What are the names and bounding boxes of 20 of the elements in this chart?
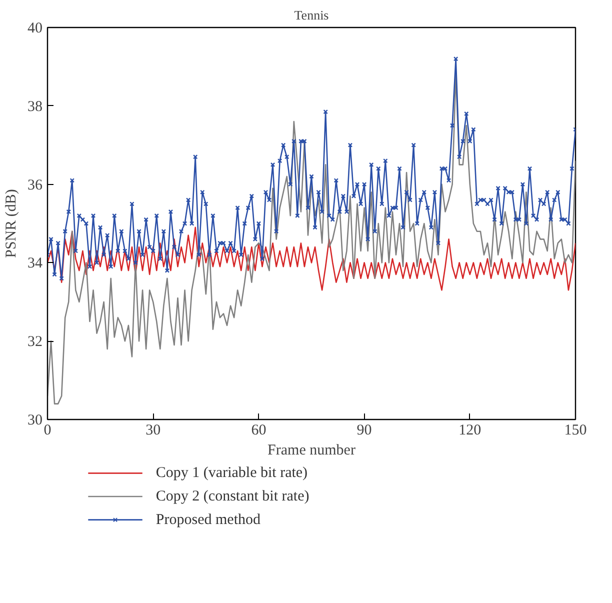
y-tick-label: 40 <box>28 20 42 36</box>
y-tick-label: 38 <box>28 98 42 115</box>
x-tick-label: 90 <box>356 422 372 438</box>
y-tick-label: 34 <box>28 256 43 272</box>
chart-title: Tennis <box>294 8 329 22</box>
y-tick-label: 32 <box>28 334 42 350</box>
x-tick-label: 150 <box>564 422 587 438</box>
x-tick-label: 60 <box>251 422 266 438</box>
y-tick-label: 30 <box>28 412 42 428</box>
x-tick-label: 120 <box>458 422 482 438</box>
legend-label: Copy 1 (variable bit rate) <box>156 465 308 482</box>
legend-label: Copy 2 (constant bit rate) <box>156 488 310 504</box>
x-axis-title: Frame number <box>268 442 356 458</box>
x-tick-label: 0 <box>44 422 52 438</box>
x-tick-label: 30 <box>146 422 161 438</box>
y-tick-label: 36 <box>28 177 43 194</box>
line-series <box>48 226 576 291</box>
y-axis-title: PSNR (dB) <box>4 189 20 258</box>
line-series <box>48 74 576 404</box>
legend-label: Proposed method <box>156 512 262 528</box>
